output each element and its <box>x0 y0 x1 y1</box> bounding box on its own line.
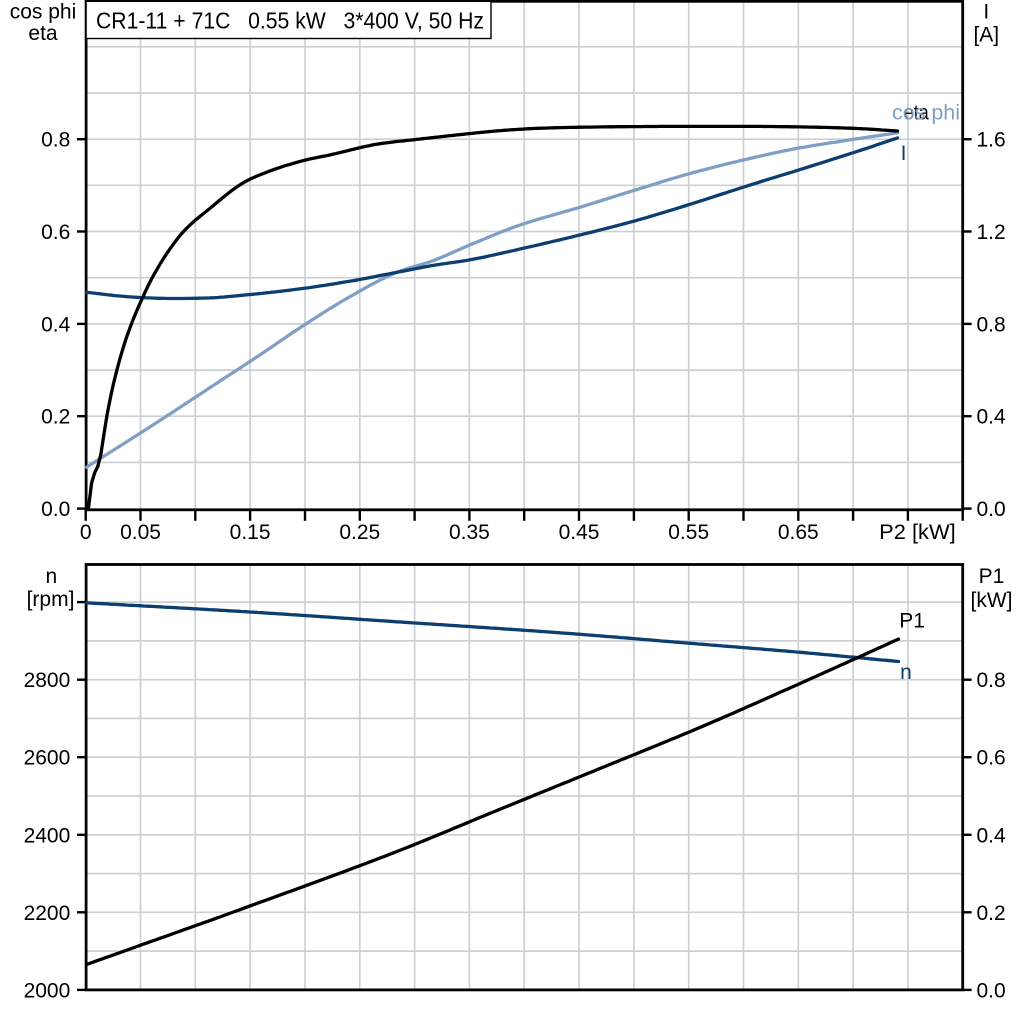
svg-text:0.6: 0.6 <box>41 221 70 244</box>
svg-text:P1: P1 <box>899 610 925 633</box>
svg-text:I: I <box>983 1 989 24</box>
svg-text:2200: 2200 <box>24 902 71 925</box>
svg-text:[rpm]: [rpm] <box>27 588 75 611</box>
svg-text:0.45: 0.45 <box>559 521 600 544</box>
svg-text:0: 0 <box>80 521 92 544</box>
svg-text:0.8: 0.8 <box>41 129 70 152</box>
svg-text:0.65: 0.65 <box>778 521 819 544</box>
svg-text:2000: 2000 <box>24 979 71 1002</box>
svg-text:0.15: 0.15 <box>230 521 271 544</box>
svg-text:0.4: 0.4 <box>41 313 71 336</box>
svg-text:2400: 2400 <box>24 824 71 847</box>
svg-text:[kW]: [kW] <box>971 589 1013 612</box>
svg-text:P2 [kW]: P2 [kW] <box>879 521 956 544</box>
svg-text:2600: 2600 <box>24 747 71 770</box>
svg-text:n: n <box>900 661 912 684</box>
svg-text:0.0: 0.0 <box>41 498 70 521</box>
svg-text:cos phi: cos phi <box>10 1 77 24</box>
svg-text:1.6: 1.6 <box>977 129 1006 152</box>
svg-text:n: n <box>45 565 57 588</box>
svg-text:cos phi: cos phi <box>892 102 960 125</box>
svg-text:0.4: 0.4 <box>977 824 1007 847</box>
svg-text:2800: 2800 <box>24 669 71 692</box>
svg-text:eta: eta <box>28 22 58 45</box>
svg-text:0.0: 0.0 <box>977 498 1006 521</box>
svg-text:[A]: [A] <box>973 24 999 47</box>
svg-text:0.25: 0.25 <box>339 521 380 544</box>
svg-text:0.05: 0.05 <box>120 521 161 544</box>
svg-text:0.6: 0.6 <box>977 747 1006 770</box>
svg-text:0.8: 0.8 <box>977 313 1006 336</box>
svg-text:CR1-11 + 71C 0.55 kW 3*400: CR1-11 + 71C 0.55 kW 3*400 V, 50 Hz <box>96 8 484 34</box>
svg-text:1.2: 1.2 <box>977 221 1006 244</box>
svg-text:P1: P1 <box>979 565 1005 588</box>
svg-text:eta: eta <box>904 102 929 125</box>
svg-text:0.4: 0.4 <box>977 406 1007 429</box>
svg-text:0.0: 0.0 <box>977 979 1006 1002</box>
svg-text:0.2: 0.2 <box>41 406 70 429</box>
svg-text:0.35: 0.35 <box>449 521 490 544</box>
svg-text:0.2: 0.2 <box>977 902 1006 925</box>
svg-text:0.55: 0.55 <box>668 521 709 544</box>
svg-text:0.8: 0.8 <box>977 669 1006 692</box>
svg-text:I: I <box>901 142 907 165</box>
